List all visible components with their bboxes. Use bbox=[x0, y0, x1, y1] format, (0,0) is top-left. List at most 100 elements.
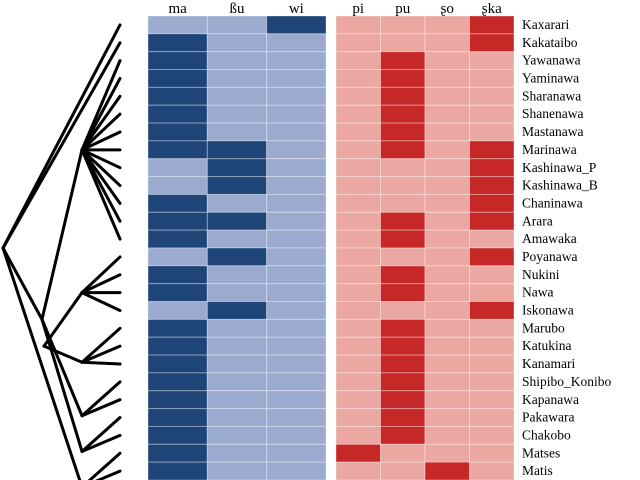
heatmap-cell-mastanawa-ʂo bbox=[424, 122, 470, 142]
heatmap-cell-matis-ßu bbox=[206, 461, 268, 480]
tree-branch bbox=[80, 416, 122, 453]
heatmap-cell-mastanawa-wi bbox=[266, 122, 327, 142]
heatmap-cell-kashinawa_b-ma bbox=[147, 176, 208, 195]
heatmap-cell-iskonawa-ʂo bbox=[424, 301, 470, 320]
heatmap-cell-shipibo_konibo-wi bbox=[266, 372, 327, 392]
heatmap-cell-chaninawa-pi bbox=[335, 193, 381, 213]
tree-branch bbox=[80, 326, 122, 364]
heatmap-cell-amawaka-ʂo bbox=[424, 229, 470, 249]
heatmap-cell-poyanawa-pu bbox=[380, 247, 426, 267]
heatmap-cell-kaxarari-ma bbox=[147, 15, 208, 35]
tree-branch bbox=[1, 246, 44, 321]
heatmap-cell-marubo-pi bbox=[335, 318, 381, 338]
heatmap-cell-kanamari-ʂka bbox=[469, 354, 515, 374]
tree-branch bbox=[80, 148, 122, 170]
heatmap-cell-sharanawa-wi bbox=[266, 86, 327, 106]
heatmap-cell-kashinawa_p-ʂo bbox=[424, 158, 470, 178]
heatmap-cell-nukini-ʂka bbox=[469, 265, 515, 285]
heatmap-cell-arara-pi bbox=[335, 211, 381, 231]
row-label: Arara bbox=[522, 213, 553, 228]
heatmap-cell-matses-ʂka bbox=[469, 443, 515, 463]
heatmap-cell-yawanawa-ʂo bbox=[424, 51, 470, 71]
heatmap-cell-kapanawa-ʂo bbox=[424, 390, 470, 410]
row-label: Kashinawa_B bbox=[522, 178, 598, 193]
heatmap-cell-amawaka-ßu bbox=[206, 229, 268, 249]
column-label: ßu bbox=[230, 1, 246, 17]
tree-branch bbox=[80, 344, 122, 364]
heatmap-cell-matis-ʂo bbox=[424, 461, 470, 480]
heatmap-cell-marubo-pu bbox=[380, 318, 426, 338]
heatmap-cell-mastanawa-ßu bbox=[206, 122, 268, 142]
row-label: Mastanawa bbox=[522, 124, 583, 139]
row-label: Kanamari bbox=[522, 356, 575, 371]
heatmap-cell-poyanawa-ma bbox=[147, 247, 208, 267]
column-label: pi bbox=[352, 1, 364, 17]
heatmap-cell-poyanawa-ʂo bbox=[424, 247, 470, 267]
heatmap-cell-kakataibo-pi bbox=[335, 33, 381, 53]
row-label: Sharanawa bbox=[522, 88, 581, 103]
heatmap-cell-chakobo-wi bbox=[266, 425, 327, 445]
tree-branch bbox=[80, 76, 122, 152]
heatmap-cell-yawanawa-ʂka bbox=[469, 51, 515, 71]
heatmap-cell-arara-wi bbox=[266, 211, 327, 231]
heatmap-cell-matses-ma bbox=[147, 443, 208, 463]
tree-branch bbox=[80, 148, 122, 188]
heatmap-cell-iskonawa-ßu bbox=[206, 301, 268, 320]
heatmap-cell-matses-ʂo bbox=[424, 443, 470, 463]
tree-branch bbox=[80, 291, 122, 312]
heatmap-cell-nawa-pu bbox=[380, 283, 426, 303]
heatmap-cell-pakawara-pu bbox=[380, 408, 426, 427]
heatmap-cell-nawa-ʂo bbox=[424, 283, 470, 303]
heatmap-cell-pakawara-ʂka bbox=[469, 408, 515, 427]
dendrogram bbox=[1, 23, 122, 480]
heatmap-cell-kaxarari-ßu bbox=[206, 15, 268, 35]
heatmap-cell-kashinawa_b-pu bbox=[380, 176, 426, 195]
heatmap-cell-sharanawa-ßu bbox=[206, 86, 268, 106]
heatmap-cell-kanamari-pu bbox=[380, 354, 426, 374]
heatmap-cell-kashinawa_b-ʂo bbox=[424, 176, 470, 195]
heatmap-cell-mastanawa-ma bbox=[147, 122, 208, 142]
heatmap-cell-poyanawa-wi bbox=[266, 247, 327, 267]
heatmap-cell-yawanawa-ßu bbox=[206, 51, 268, 71]
tree-branch bbox=[80, 360, 122, 366]
heatmap-cell-yaminawa-ʂo bbox=[424, 69, 470, 88]
heatmap-cell-katukina-ʂo bbox=[424, 336, 470, 356]
heatmap-cell-kanamari-ma bbox=[147, 354, 208, 374]
heatmap-cell-amawaka-ʂka bbox=[469, 229, 515, 249]
heatmap-cell-arara-pu bbox=[380, 211, 426, 231]
heatmap-cell-shanenawa-ßu bbox=[206, 104, 268, 124]
row-label: Nukini bbox=[522, 267, 560, 282]
heatmap-cell-poyanawa-ʂka bbox=[469, 247, 515, 267]
heatmap-cell-katukina-ʂka bbox=[469, 336, 515, 356]
column-label: ma bbox=[169, 1, 188, 17]
heatmap-cell-iskonawa-wi bbox=[266, 301, 327, 320]
heatmap-cell-chakobo-pu bbox=[380, 425, 426, 445]
heatmap-cell-marubo-ʂo bbox=[424, 318, 470, 338]
heatmap-cell-kakataibo-ßu bbox=[206, 33, 268, 53]
heatmap-cell-matses-pi bbox=[335, 443, 381, 463]
heatmap-cell-katukina-ma bbox=[147, 336, 208, 356]
heatmap-cell-iskonawa-pi bbox=[335, 301, 381, 320]
heatmap-cell-nukini-pi bbox=[335, 265, 381, 285]
heatmap-cell-shanenawa-pu bbox=[380, 104, 426, 124]
heatmap-cell-mastanawa-ʂka bbox=[469, 122, 515, 142]
heatmap-cell-matis-wi bbox=[266, 461, 327, 480]
heatmap-cell-kashinawa_b-ßu bbox=[206, 176, 268, 195]
heatmap-cell-kashinawa_p-wi bbox=[266, 158, 327, 178]
row-label: Shanenawa bbox=[522, 106, 583, 121]
heatmap-cell-sharanawa-pi bbox=[335, 86, 381, 106]
heatmap-cell-marinawa-wi bbox=[266, 140, 327, 160]
heatmap-cell-nawa-ma bbox=[147, 283, 208, 303]
row-label: Kapanawa bbox=[522, 392, 579, 407]
tree-branch bbox=[80, 112, 122, 152]
heatmap-cell-kashinawa_b-ʂka bbox=[469, 176, 515, 195]
heatmap-cell-poyanawa-pi bbox=[335, 247, 381, 267]
heatmap-cell-kaxarari-wi bbox=[266, 15, 327, 35]
heatmap-cell-kashinawa_p-ßu bbox=[206, 158, 268, 178]
heatmap-cell-chakobo-ʂo bbox=[424, 425, 470, 445]
heatmap-cell-matis-ʂka bbox=[469, 461, 515, 480]
heatmap-cell-marinawa-ʂka bbox=[469, 140, 515, 160]
tree-branch bbox=[80, 380, 122, 418]
heatmap-cell-kanamari-wi bbox=[266, 354, 327, 374]
